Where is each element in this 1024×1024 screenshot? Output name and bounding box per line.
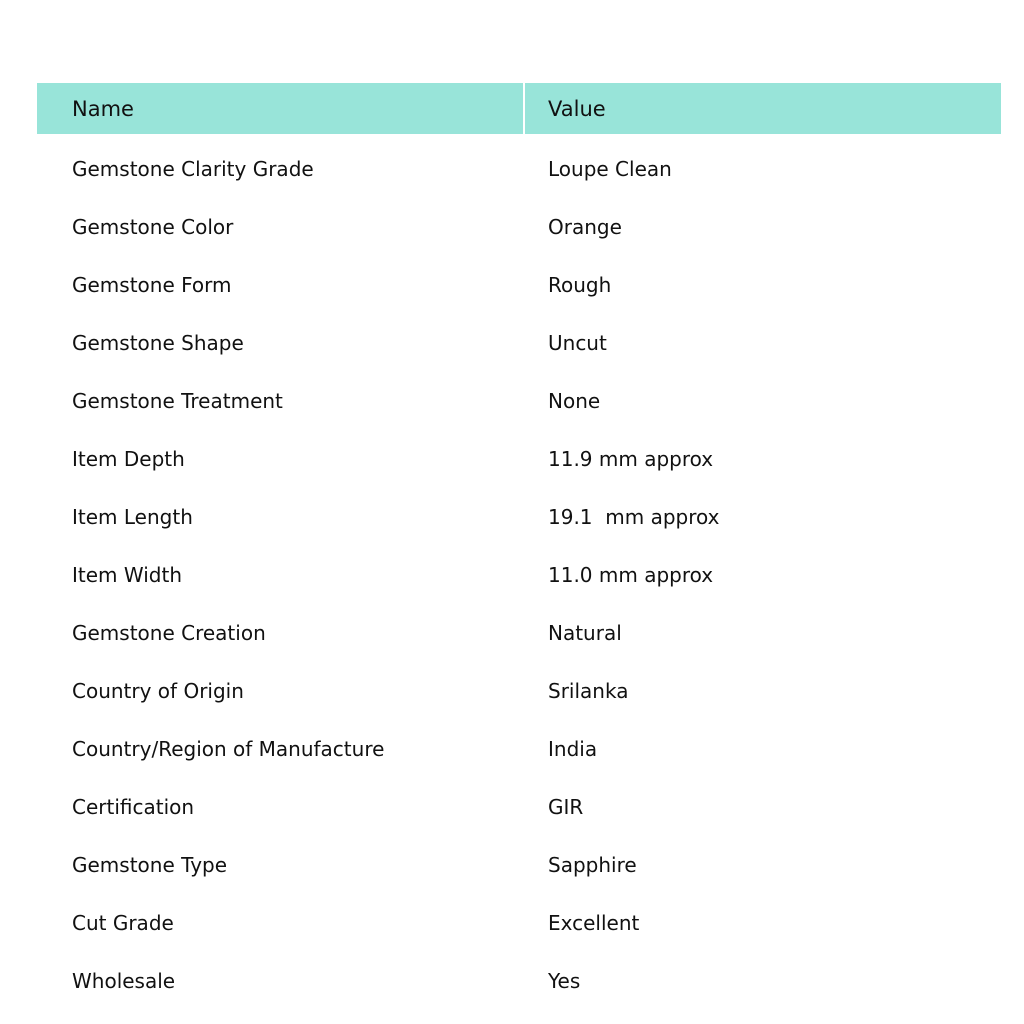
cell-value: GIR xyxy=(523,778,1001,836)
table-row: Country/Region of Manufacture India xyxy=(37,720,1001,778)
table-row: Gemstone Clarity Grade Loupe Clean xyxy=(37,134,1001,198)
table-row: Wholesale Yes xyxy=(37,952,1001,1010)
cell-value: Excellent xyxy=(523,894,1001,952)
cell-name: Gemstone Treatment xyxy=(72,389,283,413)
table-row: Gemstone Form Rough xyxy=(37,256,1001,314)
cell-value: 19.1 mm approx xyxy=(523,488,1001,546)
table-row: Item Depth 11.9 mm approx xyxy=(37,430,1001,488)
cell-name: Gemstone Form xyxy=(72,273,232,297)
cell-name: Item Depth xyxy=(72,447,185,471)
cell-value: Srilanka xyxy=(523,662,1001,720)
cell-value: Yes xyxy=(523,952,1001,1010)
table-row: Gemstone Color Orange xyxy=(37,198,1001,256)
cell-name: Certification xyxy=(72,795,195,819)
cell-name: Item Length xyxy=(72,505,193,529)
cell-name: Cut Grade xyxy=(72,911,174,935)
cell-name: Wholesale xyxy=(72,969,176,993)
cell-value: Rough xyxy=(523,256,1001,314)
cell-value: Sapphire xyxy=(523,836,1001,894)
table-header-row: Name Value xyxy=(37,83,1001,134)
cell-name: Country/Region of Manufacture xyxy=(72,737,385,761)
cell-value: Uncut xyxy=(523,314,1001,372)
table-row: Country of Origin Srilanka xyxy=(37,662,1001,720)
cell-name: Gemstone Creation xyxy=(72,621,266,645)
cell-value: Natural xyxy=(523,604,1001,662)
header-value: Value xyxy=(523,83,1001,134)
table-row: Gemstone Treatment None xyxy=(37,372,1001,430)
table-row: Gemstone Shape Uncut xyxy=(37,314,1001,372)
cell-value: Loupe Clean xyxy=(523,134,1001,198)
specifications-table: Name Value Gemstone Clarity Grade Loupe C… xyxy=(37,83,1001,1010)
cell-value: 11.0 mm approx xyxy=(523,546,1001,604)
table-row: Certification GIR xyxy=(37,778,1001,836)
cell-name: Gemstone Shape xyxy=(72,331,244,355)
cell-name: Gemstone Clarity Grade xyxy=(72,157,314,181)
table-row: Item Width 11.0 mm approx xyxy=(37,546,1001,604)
table-row: Gemstone Type Sapphire xyxy=(37,836,1001,894)
table-row: Item Length 19.1 mm approx xyxy=(37,488,1001,546)
cell-name: Item Width xyxy=(72,563,182,587)
cell-value: None xyxy=(523,372,1001,430)
cell-name: Gemstone Type xyxy=(72,853,228,877)
cell-value: Orange xyxy=(523,198,1001,256)
cell-value: 11.9 mm approx xyxy=(523,430,1001,488)
cell-name: Country of Origin xyxy=(72,679,244,703)
table-row: Cut Grade Excellent xyxy=(37,894,1001,952)
cell-value: India xyxy=(523,720,1001,778)
header-name: Name xyxy=(72,96,134,121)
cell-name: Gemstone Color xyxy=(72,215,234,239)
table-row: Gemstone Creation Natural xyxy=(37,604,1001,662)
